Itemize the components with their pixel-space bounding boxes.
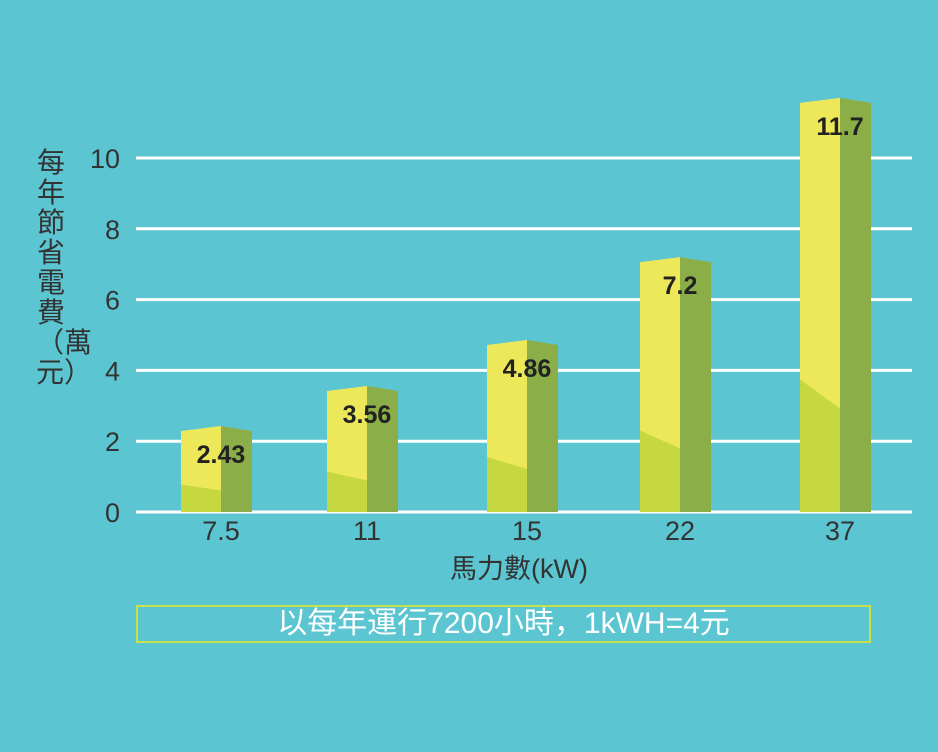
bar-side-face (221, 425, 252, 512)
x-tick-label: 15 (512, 516, 542, 546)
y-tick-label: 4 (105, 356, 120, 386)
x-tick-label: 11 (353, 516, 381, 546)
bar: 11.7 (800, 97, 871, 512)
y-tick-label: 8 (105, 215, 120, 245)
bar-front-shade (640, 430, 680, 512)
bar-side-face (840, 97, 871, 512)
bar-value-label: 2.43 (197, 441, 246, 469)
y-tick-label: 6 (105, 286, 120, 316)
bar: 2.43 (181, 425, 252, 512)
x-axis-label: 馬力數(kW) (450, 554, 588, 584)
bar: 3.56 (327, 385, 398, 512)
footnote-box: 以每年運行7200小時，1kWH=4元 (136, 605, 871, 643)
y-axis-label: 每年節省電費（萬元） (36, 147, 93, 388)
bar-side-face (527, 339, 558, 512)
bar: 4.86 (487, 339, 558, 512)
bar-front-shade (487, 456, 527, 512)
bar-side-face (680, 257, 711, 512)
bar-front-shade (181, 484, 221, 512)
y-axis-ticks: 0 2 4 6 8 10 (90, 144, 120, 528)
bar-value-label: 4.86 (503, 355, 552, 383)
x-axis-ticks: 7.5 11 15 22 37 (202, 516, 855, 546)
bars: 2.43 3.56 4.86 7.2 11.7 (181, 97, 871, 512)
y-tick-label: 2 (105, 427, 120, 457)
x-tick-label: 7.5 (202, 516, 240, 546)
bar-side-face (367, 385, 398, 512)
x-tick-label: 22 (665, 516, 695, 546)
bar-front-shade (327, 471, 367, 512)
bar-value-label: 7.2 (663, 272, 698, 300)
bar-front-shade (800, 379, 840, 512)
y-tick-label: 10 (90, 144, 120, 174)
y-tick-label: 0 (105, 498, 120, 528)
bar-value-label: 3.56 (343, 401, 392, 429)
x-tick-label: 37 (825, 516, 855, 546)
bar: 7.2 (640, 257, 711, 512)
bar-value-label: 11.7 (816, 113, 863, 141)
